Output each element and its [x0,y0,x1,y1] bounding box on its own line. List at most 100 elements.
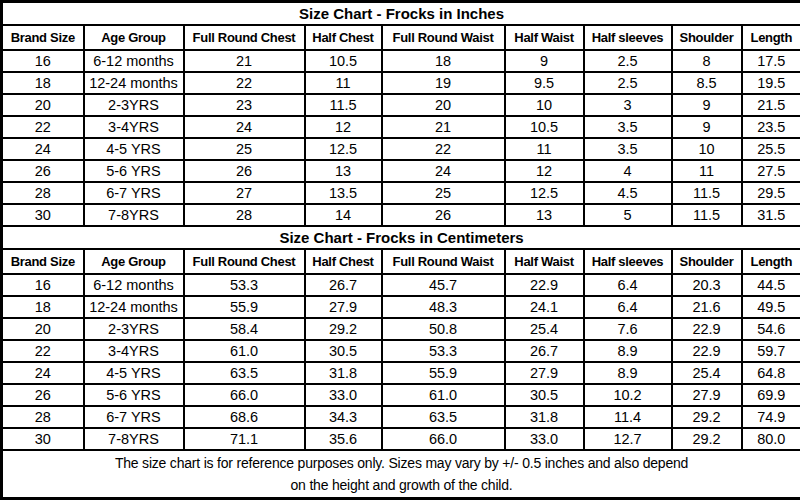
table-cell: 9.5 [505,72,584,94]
table-cell: 26 [2,384,84,406]
table-cell: 24 [382,160,505,182]
table-cell: 11 [505,138,584,160]
table-cell: 8.9 [584,340,672,362]
table-cell: 6.4 [584,274,672,296]
table-cell: 74.9 [742,406,800,428]
table-cell: 24 [184,116,305,138]
table-row: 286-7 YRS2713.52512.54.511.529.5 [2,182,800,204]
table-cell: 29.2 [672,428,742,450]
column-header: Length [742,25,800,50]
table-cell: 9 [672,94,742,116]
table-cell: 12 [505,160,584,182]
table-cell: 10 [505,94,584,116]
table-row: 1812-24 months2211199.52.58.519.5 [2,72,800,94]
column-header: Brand Size [2,249,84,274]
table-cell: 11.5 [672,204,742,226]
table-cell: 25.4 [672,362,742,384]
table-cell: 11.5 [672,182,742,204]
table-cell: 26 [2,160,84,182]
table-row: 223-4YRS61.030.553.326.78.922.959.7 [2,340,800,362]
table-row: 223-4YRS24122110.53.5923.5 [2,116,800,138]
table-cell: 2-3YRS [84,318,184,340]
table-cell: 26.7 [305,274,382,296]
footer-note-line-2: on the height and growth of the child. [3,474,800,496]
table-cell: 16 [2,50,84,72]
table-cell: 31.8 [305,362,382,384]
table-cell: 29.2 [672,406,742,428]
table-cell: 7-8YRS [84,428,184,450]
table-cell: 44.5 [742,274,800,296]
table-cell: 27.9 [305,296,382,318]
table-cell: 69.9 [742,384,800,406]
column-header: Half sleeves [584,249,672,274]
table-cell: 55.9 [382,362,505,384]
table-cell: 18 [382,50,505,72]
table-cell: 2.5 [584,72,672,94]
table-cell: 27.5 [742,160,800,182]
table-cell: 22.9 [672,340,742,362]
table-cell: 10.5 [305,50,382,72]
table-cell: 29.2 [305,318,382,340]
table-cell: 30.5 [505,384,584,406]
table-cell: 68.6 [184,406,305,428]
column-header: Half Chest [305,25,382,50]
table-cell: 53.3 [382,340,505,362]
table-cell: 50.8 [382,318,505,340]
table-cell: 4.5 [584,182,672,204]
table-cell: 4-5 YRS [84,138,184,160]
column-header: Half Waist [505,249,584,274]
table-cell: 53.3 [184,274,305,296]
table-cell: 80.0 [742,428,800,450]
table-cell: 6-12 months [84,50,184,72]
table-cell: 31.5 [742,204,800,226]
table-cell: 10 [672,138,742,160]
table-cell: 23.5 [742,116,800,138]
table-cell: 21 [184,50,305,72]
table-cell: 8.5 [672,72,742,94]
table-row: 202-3YRS58.429.250.825.47.622.954.6 [2,318,800,340]
table-cell: 22 [2,116,84,138]
table-cell: 24 [2,362,84,384]
table-cell: 8.9 [584,362,672,384]
table-cell: 35.6 [305,428,382,450]
table-cell: 7-8YRS [84,204,184,226]
table-cell: 61.0 [382,384,505,406]
column-header: Full Round Chest [184,249,305,274]
table-cell: 6-12 months [84,274,184,296]
table-row: 307-8YRS71.135.666.033.012.729.280.0 [2,428,800,450]
table-cell: 25.5 [742,138,800,160]
table-row: 244-5 YRS63.531.855.927.98.925.464.8 [2,362,800,384]
table-cell: 13 [505,204,584,226]
column-header: Half sleeves [584,25,672,50]
table-cell: 20 [2,318,84,340]
table-cell: 30.5 [305,340,382,362]
column-header: Full Round Waist [382,249,505,274]
table-row: 202-3YRS2311.520103921.5 [2,94,800,116]
table-cell: 18 [2,296,84,318]
table-cell: 3.5 [584,138,672,160]
column-header: Age Group [84,249,184,274]
footer-note-line-1: The size chart is for reference purposes… [3,452,800,474]
table-cell: 71.1 [184,428,305,450]
table-cell: 5-6 YRS [84,384,184,406]
table-cell: 12.5 [505,182,584,204]
table-cell: 20 [2,94,84,116]
table-cell: 2-3YRS [84,94,184,116]
table-cell: 28 [2,406,84,428]
table-cell: 61.0 [184,340,305,362]
table-cell: 3-4YRS [84,340,184,362]
table-cell: 14 [305,204,382,226]
table-row: 1812-24 months55.927.948.324.16.421.649.… [2,296,800,318]
table-row: 244-5 YRS2512.522113.51025.5 [2,138,800,160]
table-cell: 30 [2,428,84,450]
table-cell: 26 [382,204,505,226]
table-cell: 19.5 [742,72,800,94]
column-header: Full Round Chest [184,25,305,50]
table-cell: 21.5 [742,94,800,116]
section-title-row-centimeters: Size Chart - Frocks in Centimeters [2,226,800,249]
table-cell: 11 [305,72,382,94]
table-cell: 12 [305,116,382,138]
table-cell: 10.5 [505,116,584,138]
column-header: Full Round Waist [382,25,505,50]
table-cell: 4-5 YRS [84,362,184,384]
